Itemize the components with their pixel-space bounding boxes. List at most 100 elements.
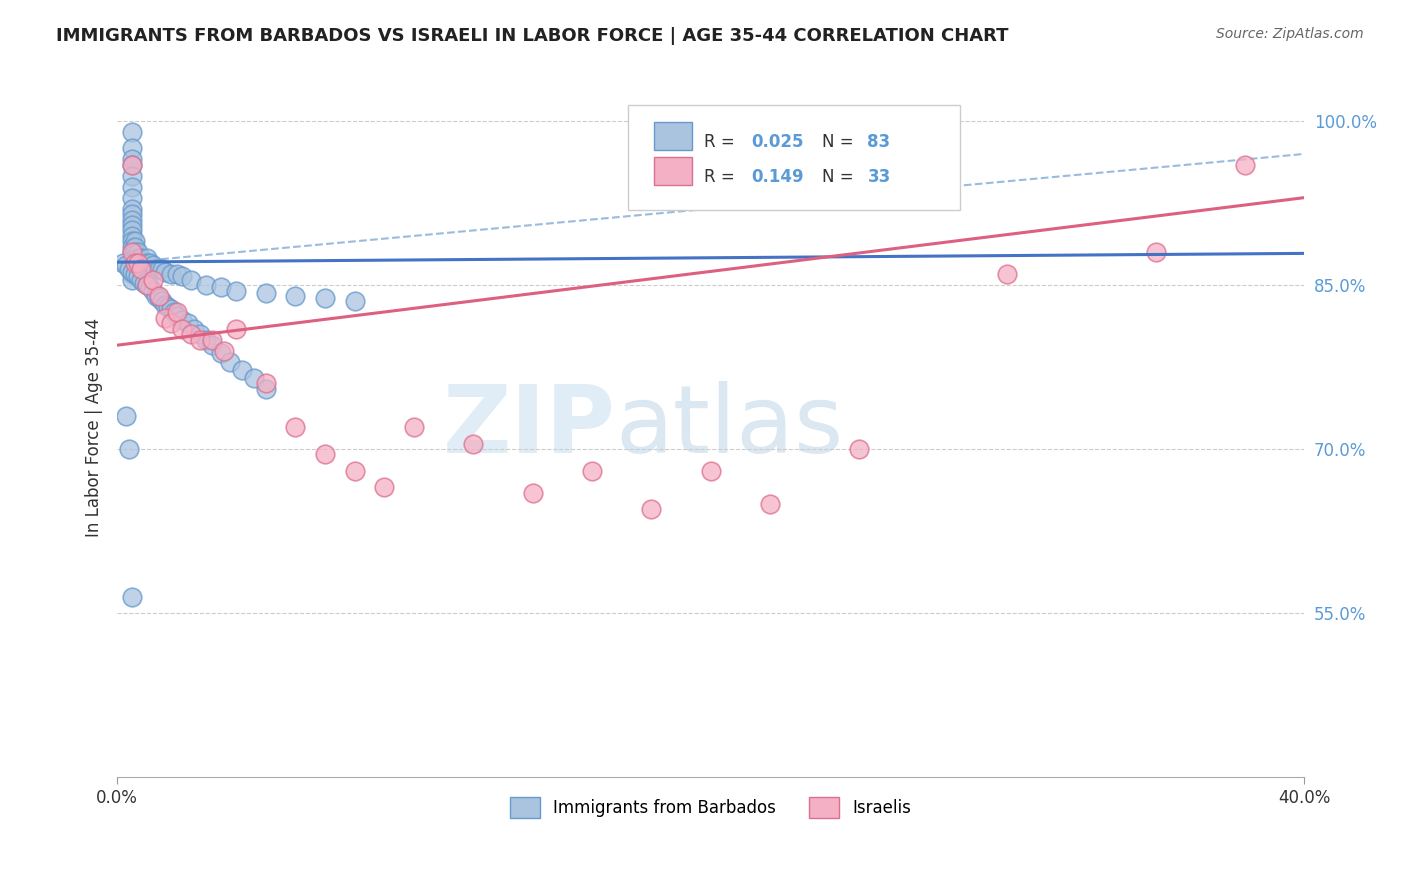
Point <box>373 480 395 494</box>
Point <box>254 285 277 300</box>
Point <box>121 267 143 281</box>
Point <box>121 272 143 286</box>
Point <box>402 420 425 434</box>
Point <box>314 448 336 462</box>
Point <box>172 269 194 284</box>
Point <box>121 179 143 194</box>
Point <box>121 245 143 260</box>
Point <box>172 322 194 336</box>
Text: R =: R = <box>703 168 740 186</box>
Point <box>153 310 176 325</box>
Point <box>135 278 157 293</box>
Point <box>166 267 188 281</box>
Point <box>121 125 143 139</box>
Point <box>145 261 167 276</box>
Point <box>139 280 162 294</box>
Point <box>142 272 165 286</box>
Point <box>225 322 247 336</box>
Point <box>121 223 143 237</box>
Text: 0.149: 0.149 <box>751 168 804 186</box>
Point <box>124 235 146 249</box>
Point <box>180 272 202 286</box>
Legend: Immigrants from Barbados, Israelis: Immigrants from Barbados, Israelis <box>503 791 918 824</box>
Point <box>201 333 224 347</box>
Point <box>115 409 138 424</box>
Point <box>254 376 277 391</box>
Point <box>121 235 143 249</box>
Point <box>195 278 218 293</box>
Point <box>166 309 188 323</box>
Text: Source: ZipAtlas.com: Source: ZipAtlas.com <box>1216 27 1364 41</box>
Point <box>581 464 603 478</box>
Text: atlas: atlas <box>616 381 844 473</box>
Point <box>121 202 143 216</box>
Point <box>132 261 155 276</box>
Point <box>121 256 143 270</box>
Point <box>177 316 200 330</box>
Point <box>121 158 143 172</box>
Point <box>142 284 165 298</box>
Point <box>132 276 155 290</box>
Point <box>150 261 173 276</box>
Point <box>159 302 181 317</box>
Point <box>121 240 143 254</box>
Point <box>209 346 232 360</box>
FancyBboxPatch shape <box>627 105 960 211</box>
Point <box>699 464 721 478</box>
Text: N =: N = <box>823 168 859 186</box>
Point <box>124 256 146 270</box>
FancyBboxPatch shape <box>654 157 692 186</box>
Point <box>121 590 143 604</box>
Point <box>121 158 143 172</box>
Point <box>188 333 211 347</box>
Text: IMMIGRANTS FROM BARBADOS VS ISRAELI IN LABOR FORCE | AGE 35-44 CORRELATION CHART: IMMIGRANTS FROM BARBADOS VS ISRAELI IN L… <box>56 27 1008 45</box>
Y-axis label: In Labor Force | Age 35-44: In Labor Force | Age 35-44 <box>86 318 103 537</box>
Point <box>1233 158 1256 172</box>
Point <box>124 251 146 265</box>
Point <box>118 442 141 456</box>
Point <box>115 259 138 273</box>
Point <box>159 267 181 281</box>
Point <box>124 240 146 254</box>
Point <box>139 256 162 270</box>
Point <box>121 169 143 183</box>
Point <box>522 485 544 500</box>
Point <box>343 294 366 309</box>
Point <box>129 272 152 286</box>
Point <box>848 442 870 456</box>
Point <box>127 251 149 265</box>
Point <box>124 256 146 270</box>
Point <box>142 259 165 273</box>
Point <box>121 218 143 232</box>
Point <box>121 191 143 205</box>
Point <box>153 265 176 279</box>
Point <box>463 436 485 450</box>
Point <box>145 289 167 303</box>
Point <box>153 298 176 312</box>
Text: N =: N = <box>823 133 859 151</box>
Point <box>148 261 170 276</box>
Point <box>759 497 782 511</box>
Point <box>159 316 181 330</box>
Point <box>188 327 211 342</box>
Point <box>156 300 179 314</box>
Point <box>166 305 188 319</box>
Point <box>219 354 242 368</box>
Point <box>231 363 253 377</box>
Text: 83: 83 <box>868 133 890 151</box>
Point <box>150 294 173 309</box>
Point <box>284 289 307 303</box>
Point <box>129 261 152 276</box>
Point <box>135 251 157 265</box>
Point <box>997 267 1019 281</box>
Point <box>121 141 143 155</box>
Point <box>209 280 232 294</box>
Point <box>242 371 264 385</box>
Point <box>129 251 152 265</box>
Point <box>195 333 218 347</box>
Point <box>201 338 224 352</box>
Text: 0.025: 0.025 <box>751 133 804 151</box>
Point <box>121 228 143 243</box>
Point <box>212 343 235 358</box>
Point <box>172 313 194 327</box>
